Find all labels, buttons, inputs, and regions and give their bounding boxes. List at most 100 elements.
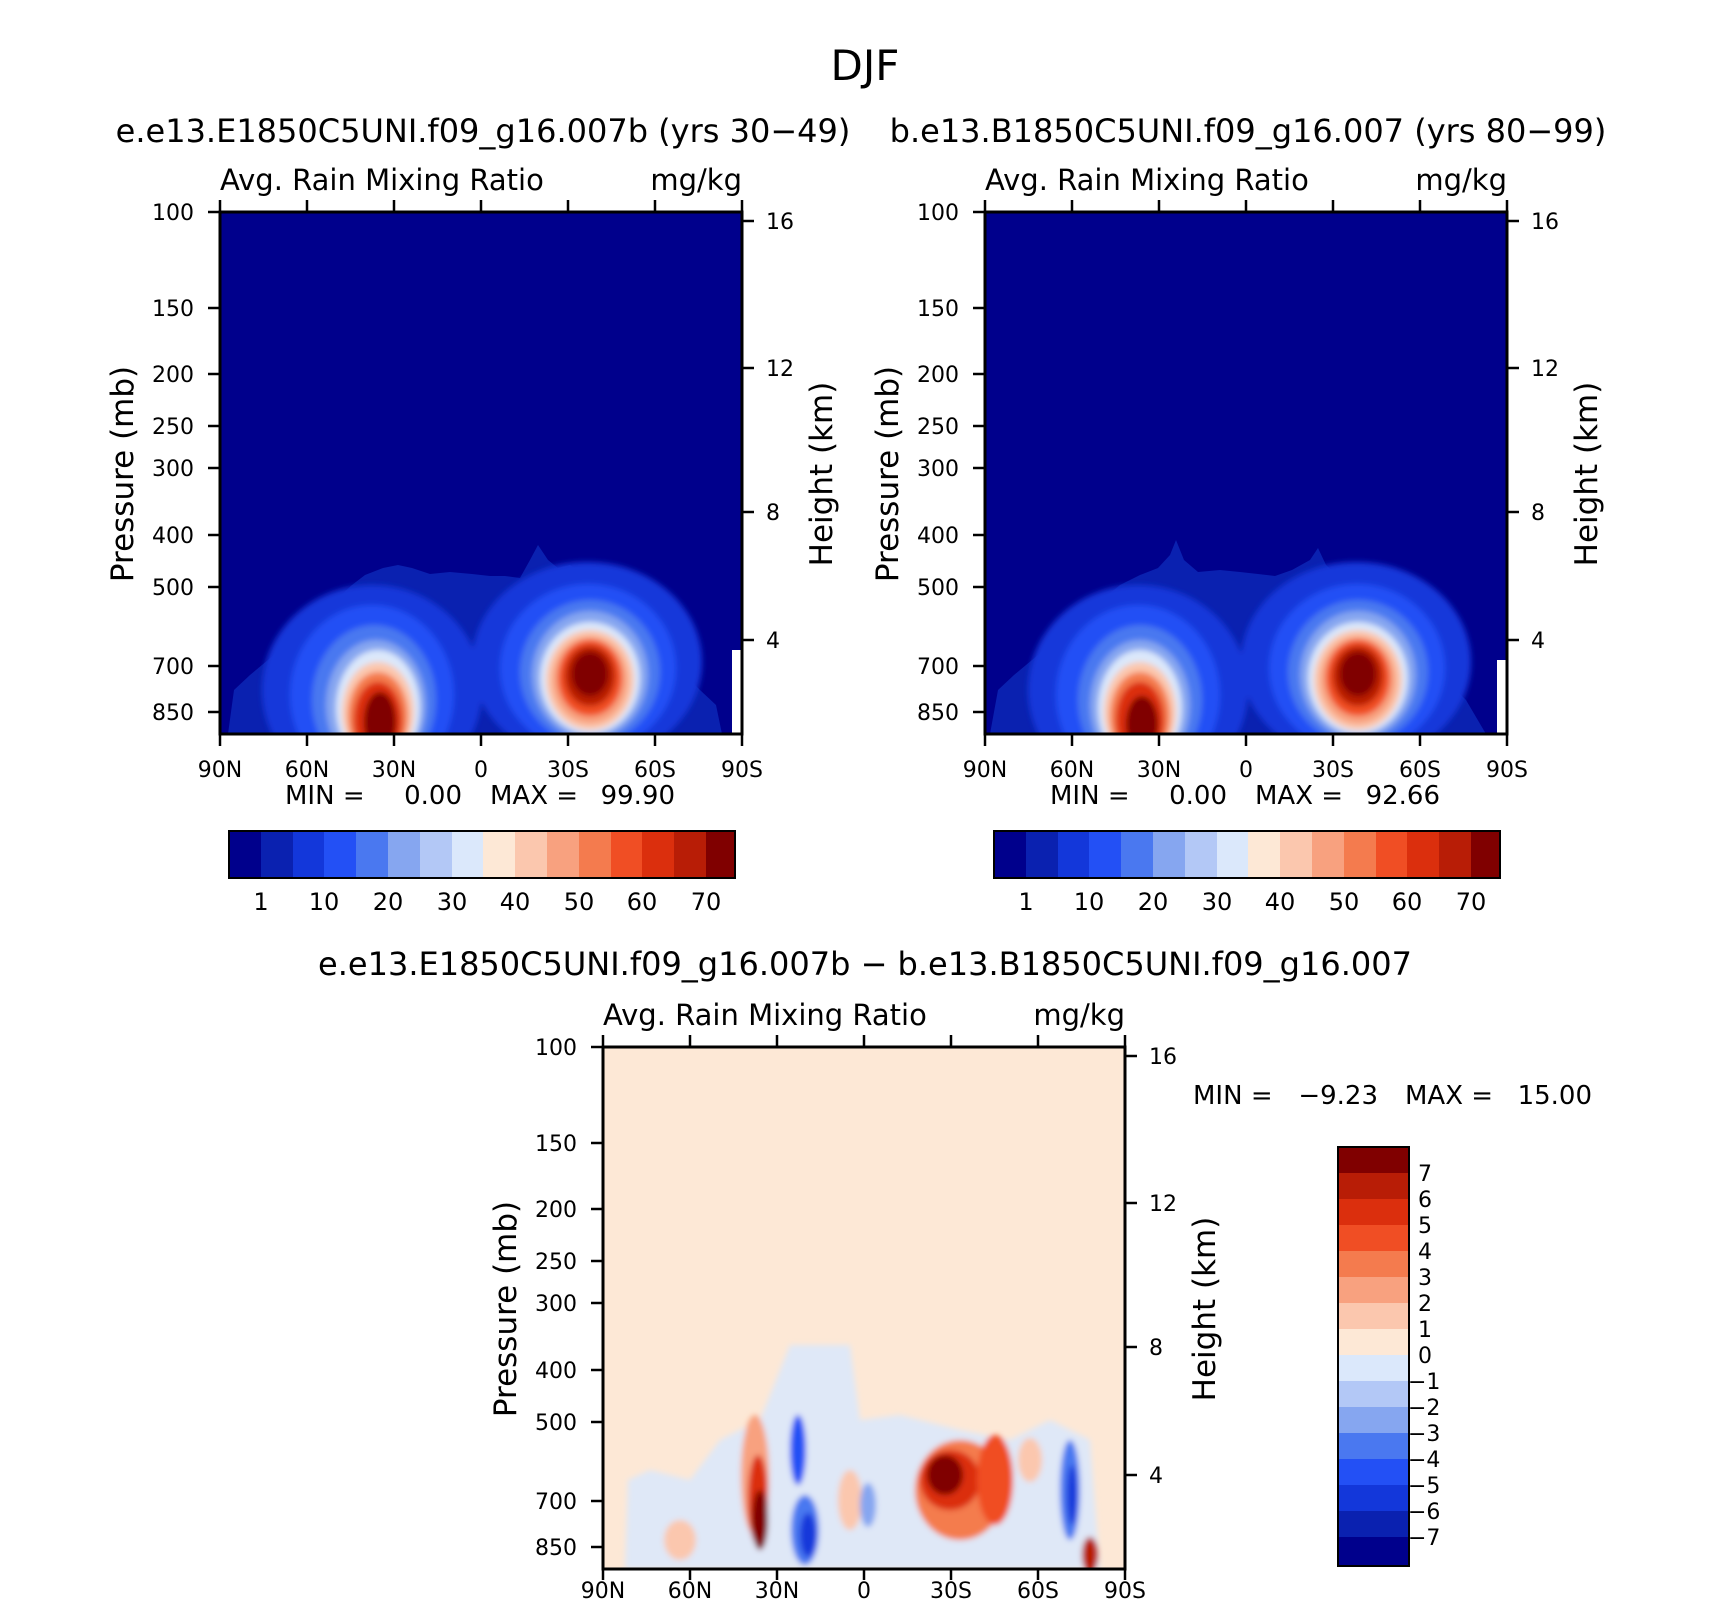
- panel-a-ylabel: Pressure (mb): [105, 366, 141, 582]
- panel-c-y-tick-label: 400: [535, 1359, 577, 1384]
- panel-b-y-tick-label: 200: [917, 363, 959, 388]
- panel-a-colorbar-swatch: [706, 831, 735, 878]
- panel-c-colorbar-swatch: [1338, 1147, 1409, 1173]
- panel-c-anomaly-blob: [838, 1470, 862, 1530]
- panel-c-x-tick-label: 0: [857, 1579, 871, 1601]
- panel-c-colorbar-tick-label: 1: [1418, 1318, 1432, 1343]
- panel-b-y-tick-label: 700: [917, 655, 959, 680]
- panel-b-colorbar-swatch: [1153, 831, 1185, 878]
- panel-b-y-right-tick-label: 4: [1531, 629, 1545, 654]
- panel-b-colorbar-tick-label: 40: [1265, 888, 1296, 916]
- panel-c-colorbar-swatch: [1338, 1199, 1409, 1225]
- panel-c-y-tick-label: 300: [535, 1292, 577, 1317]
- panel-b-colorbar-swatch: [1344, 831, 1376, 878]
- panel-c-ylabel-right: Height (km): [1187, 1217, 1223, 1402]
- panel-a-y-right-tick-label: 4: [766, 629, 780, 654]
- panel-a-contour-blob-s: [572, 652, 608, 696]
- panel-b-x-tick-label: 0: [1239, 758, 1253, 783]
- panel-c-anomaly-blob: [790, 1415, 806, 1485]
- panel-b-max-value: 92.66: [1366, 781, 1440, 811]
- panel-a-ylabel-right: Height (km): [804, 382, 840, 567]
- panel-a-colorbar-tick-labels: 1 10 20 30 40 50 60 70: [253, 888, 721, 916]
- panel-c-colorbar-frame: [1337, 1146, 1410, 1567]
- panel-a-y-right-tick-labels: 16 12 8 4: [766, 210, 794, 654]
- panel-a-y-tick-label: 700: [152, 655, 194, 680]
- panel-a-contour-blob-n: [364, 692, 396, 734]
- panel-b-colorbar-swatch: [1217, 831, 1248, 878]
- panel-b: Avg. Rain Mixing Ratio mg/kg: [870, 163, 1605, 916]
- panel-b-y-right-tick-label: 8: [1531, 501, 1545, 526]
- panel-c-colorbar-swatch: [1338, 1407, 1409, 1433]
- panel-c-min-value: −9.23: [1298, 1081, 1378, 1111]
- panel-a-y-tick-label: 400: [152, 524, 194, 549]
- panel-c-y-tick-label: 700: [535, 1490, 577, 1515]
- panel-b-y-tick-labels: 100 150 200 250 300 400 500 700 850: [917, 201, 959, 726]
- panel-c-colorbar-swatch: [1338, 1355, 1409, 1381]
- panel-c-anomaly-blob: [927, 1455, 963, 1495]
- panel-c-y-right-tick-label: 4: [1149, 1464, 1163, 1489]
- panel-b-var-title: Avg. Rain Mixing Ratio: [985, 163, 1309, 197]
- panel-a-colorbar-tick-label: 40: [500, 888, 531, 916]
- panel-c-colorbar-tick-label: 5: [1418, 1214, 1432, 1239]
- panel-b-y-right-tick-labels: 16 12 8 4: [1531, 210, 1559, 654]
- panel-b-colorbar-swatch: [1407, 831, 1439, 878]
- panel-c-colorbar-swatch: [1338, 1251, 1409, 1277]
- panel-c-x-tick-label: 60S: [1017, 1579, 1059, 1601]
- panel-c-colorbar-swatch: [1338, 1459, 1409, 1485]
- panel-a-x-tick-label: 0: [474, 758, 488, 783]
- panel-a-colorbar-swatch: [356, 831, 388, 878]
- panel-b-y-tick-label: 400: [917, 524, 959, 549]
- panel-a-y-right-tick-label: 12: [766, 357, 794, 382]
- panel-c-colorbar-swatch: [1338, 1303, 1409, 1329]
- panel-a-y-tick-label: 150: [152, 297, 194, 322]
- panel-c-var-title: Avg. Rain Mixing Ratio: [603, 998, 927, 1032]
- panel-c-colorbar-tick-label: −5: [1408, 1474, 1440, 1499]
- panel-a-y-tick-label: 300: [152, 457, 194, 482]
- panel-c-y-tick-label: 200: [535, 1198, 577, 1223]
- panel-b-tick-marks: [973, 200, 1519, 746]
- panel-a-y-tick-label: 500: [152, 576, 194, 601]
- panel-a-x-tick-labels: 90N 60N 30N 0 30S 60S 90S: [198, 758, 763, 783]
- panel-b-min-value: 0.00: [1169, 781, 1227, 811]
- panel-b-x-tick-label: 30N: [1137, 758, 1181, 783]
- panel-a-colorbar-swatch: [293, 831, 324, 878]
- panel-c-colorbar-tick-label: −3: [1408, 1422, 1440, 1447]
- panel-c-units: mg/kg: [1033, 998, 1125, 1032]
- panel-c-anomaly-blob: [1082, 1537, 1098, 1569]
- panel-b-contour-blob-s: [1340, 652, 1376, 696]
- panel-b-colorbar-tick-label: 10: [1074, 888, 1105, 916]
- panel-c-y-tick-label: 500: [535, 1411, 577, 1436]
- panel-b-colorbar-swatch: [1471, 831, 1500, 878]
- panel-title-c: e.e13.E1850C5UNI.f09_g16.007b − b.e13.B1…: [318, 945, 1412, 983]
- panel-a-min-label: MIN =: [285, 781, 365, 811]
- panel-b-colorbar-swatch: [1121, 831, 1153, 878]
- panel-b-colorbar-swatch: [1185, 831, 1217, 878]
- panel-a-colorbar-tick-label: 60: [627, 888, 658, 916]
- panel-c-colorbar-swatch: [1338, 1277, 1409, 1303]
- panel-a-colorbar: [228, 830, 736, 879]
- panel-a-x-tick-label: 60S: [634, 758, 676, 783]
- panel-c-colorbar-tick-label: 6: [1418, 1188, 1432, 1213]
- panel-a-x-tick-label: 30N: [372, 758, 416, 783]
- panel-b-x-tick-label: 90N: [963, 758, 1007, 783]
- panel-c-x-tick-label: 30S: [930, 1579, 972, 1601]
- panel-a-min-value: 0.00: [404, 781, 462, 811]
- panel-a-y-right-tick-label: 8: [766, 501, 780, 526]
- panel-b-y-tick-label: 150: [917, 297, 959, 322]
- panel-c-y-tick-label: 250: [535, 1250, 577, 1275]
- panel-a-x-tick-label: 60N: [285, 758, 329, 783]
- panel-b-colorbar-tick-label: 50: [1329, 888, 1360, 916]
- panel-b-colorbar-swatch: [1376, 831, 1407, 878]
- panel-b-plot-area: [985, 212, 1507, 734]
- panel-c-colorbar-swatch: [1338, 1329, 1409, 1355]
- panel-c-colorbar-tick-label: −6: [1408, 1500, 1440, 1525]
- panel-c-y-right-tick-label: 16: [1149, 1045, 1177, 1070]
- panel-c-ylabel: Pressure (mb): [488, 1201, 524, 1417]
- panel-b-x-tick-label: 90S: [1486, 758, 1528, 783]
- panel-b-y-tick-label: 850: [917, 701, 959, 726]
- panel-c-anomaly-blob: [977, 1435, 1013, 1525]
- panel-a-colorbar-tick-label: 20: [373, 888, 404, 916]
- panel-a-units: mg/kg: [650, 163, 742, 197]
- panel-c-anomaly-blob: [1018, 1438, 1042, 1482]
- panel-a-colorbar-tick-label: 30: [437, 888, 468, 916]
